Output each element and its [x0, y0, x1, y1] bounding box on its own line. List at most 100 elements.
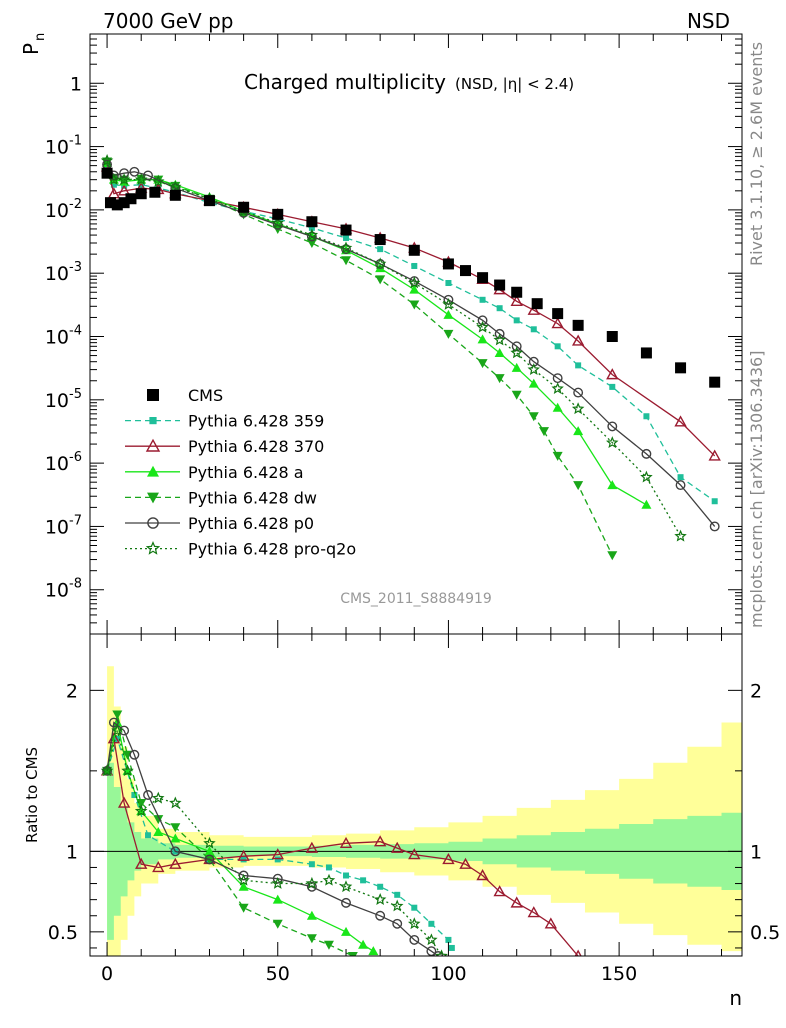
side-label-mcplots: mcplots.cern.ch [arXiv:1306.3436] — [747, 351, 766, 628]
ratio-point-pythia-6-428-370 — [237, 849, 250, 861]
data-point-cms — [709, 376, 721, 388]
y-tick-label: 10-2 — [45, 197, 82, 222]
ratio-point-pythia-6-428-p0 — [341, 897, 351, 908]
legend-label: Pythia 6.428 359 — [188, 412, 324, 431]
data-point-cms — [408, 244, 420, 256]
ratio-point-pythia-6-428-a — [153, 827, 164, 837]
ratio-point-pythia-6-428-359 — [428, 920, 435, 927]
x-tick-label: 0 — [101, 963, 113, 985]
ratio-point-pythia-6-428-p0 — [272, 873, 283, 884]
ratio-y-tick-label-right: 1 — [750, 841, 762, 863]
ratio-y-tick-label-right: 0.5 — [750, 922, 780, 944]
ratio-point-pythia-6-428-370 — [442, 852, 455, 865]
legend-marker-pythia-6-428-a — [147, 465, 159, 477]
ratio-point-pythia-6-428-pro-q2o — [121, 764, 134, 777]
ratio-point-pythia-6-428-359 — [445, 936, 452, 943]
y-tick-label: 10-1 — [45, 134, 82, 159]
data-point-pythia-6-428-359 — [643, 413, 650, 420]
data-point-cms — [149, 186, 161, 198]
data-point-pythia-6-428-a — [409, 284, 420, 294]
ratio-point-pythia-6-428-pro-q2o — [407, 917, 421, 930]
ratio-point-pythia-6-428-pro-q2o — [391, 899, 404, 912]
data-point-pythia-6-428-370 — [510, 294, 523, 306]
data-point-pythia-6-428-p0 — [675, 480, 686, 491]
data-point-pythia-6-428-pro-q2o — [373, 257, 387, 270]
ratio-point-pythia-6-428-a — [368, 946, 379, 956]
data-point-pythia-6-428-dw — [341, 256, 352, 266]
ratio-point-pythia-6-428-370 — [271, 848, 284, 860]
header-left: 7000 GeV pp — [103, 9, 234, 33]
ratio-point-pythia-6-428-359 — [240, 856, 247, 863]
legend-label: Pythia 6.428 p0 — [188, 514, 314, 533]
data-point-cms — [572, 319, 584, 331]
x-tick-label: 150 — [601, 963, 637, 985]
data-point-cms — [531, 298, 543, 310]
data-point-pythia-6-428-dw — [528, 412, 539, 422]
data-point-cms — [640, 347, 652, 359]
band-outer — [107, 666, 742, 956]
ratio-point-pythia-6-428-pro-q2o — [152, 791, 165, 804]
data-point-pythia-6-428-359 — [530, 326, 537, 333]
data-point-pythia-6-428-p0 — [119, 168, 130, 179]
y-tick-label: 10-7 — [45, 513, 82, 538]
series-line-pythia-6-428-pro-q2o — [106, 160, 682, 537]
ratio-point-pythia-6-428-dw — [153, 815, 164, 825]
data-point-pythia-6-428-359 — [377, 246, 384, 253]
data-point-cms — [374, 234, 386, 246]
data-point-pythia-6-428-359 — [343, 234, 350, 241]
data-point-pythia-6-428-359 — [513, 317, 520, 324]
ratio-bands — [90, 666, 742, 956]
x-axis-label: n — [729, 986, 742, 1010]
data-point-pythia-6-428-pro-q2o — [640, 470, 653, 483]
data-point-pythia-6-428-pro-q2o — [305, 228, 319, 241]
legend-marker-cms — [147, 389, 159, 401]
data-point-pythia-6-428-dw — [573, 481, 584, 491]
data-point-pythia-6-428-pro-q2o — [169, 180, 182, 193]
data-point-pythia-6-428-pro-q2o — [510, 346, 524, 359]
ratio-point-pythia-6-428-a — [170, 833, 181, 843]
ratio-point-pythia-6-428-a — [112, 717, 123, 727]
legend-label: CMS — [188, 386, 223, 405]
data-point-cms — [340, 224, 352, 236]
ratio-point-pythia-6-428-p0 — [426, 946, 437, 956]
ratio-point-pythia-6-428-pro-q2o — [237, 873, 250, 886]
data-point-pythia-6-428-p0 — [129, 166, 140, 177]
ratio-point-pythia-6-428-pro-q2o — [305, 876, 319, 889]
data-point-pythia-6-428-pro-q2o — [152, 175, 165, 187]
y-tick-label: 1 — [70, 73, 82, 95]
ratio-point-pythia-6-428-dw — [272, 919, 283, 929]
data-point-pythia-6-428-dw — [552, 451, 563, 461]
ratio-point-pythia-6-428-pro-q2o — [339, 880, 353, 893]
data-point-pythia-6-428-pro-q2o — [606, 436, 619, 449]
y-axis-label-ratio: Ratio to CMS — [23, 747, 41, 843]
data-point-pythia-6-428-a — [607, 480, 618, 490]
data-point-pythia-6-428-pro-q2o — [407, 276, 421, 289]
data-point-cms — [494, 279, 506, 291]
ratio-point-pythia-6-428-370 — [459, 857, 472, 869]
data-point-pythia-6-428-p0 — [143, 170, 153, 181]
data-point-pythia-6-428-a — [494, 347, 505, 357]
data-point-pythia-6-428-pro-q2o — [527, 363, 540, 375]
ratio-line-pythia-6-428-p0 — [106, 721, 439, 956]
data-point-pythia-6-428-dw — [494, 374, 505, 384]
data-point-pythia-6-428-a — [552, 402, 563, 412]
ratio-point-pythia-6-428-p0 — [392, 918, 403, 929]
bottom-frame — [89, 633, 743, 957]
top-series-group — [100, 154, 721, 561]
data-point-cms — [111, 199, 123, 211]
data-point-pythia-6-428-dw — [607, 551, 618, 561]
y-tick-label: 10-8 — [45, 577, 82, 602]
series-line-pythia-6-428-p0 — [106, 164, 716, 527]
data-point-pythia-6-428-p0 — [341, 244, 351, 255]
data-point-pythia-6-428-p0 — [477, 315, 488, 326]
ratio-point-pythia-6-428-a — [272, 894, 283, 904]
ratio-point-pythia-6-428-pro-q2o — [134, 804, 148, 817]
ratio-point-pythia-6-428-dw — [238, 903, 249, 913]
ratio-point-pythia-6-428-pro-q2o — [271, 876, 284, 889]
data-point-pythia-6-428-359 — [609, 383, 616, 390]
data-point-cms — [606, 331, 618, 343]
ratio-y-tick-label: 1 — [66, 841, 78, 863]
data-point-cms — [477, 272, 489, 284]
legend-label: Pythia 6.428 dw — [188, 488, 317, 507]
